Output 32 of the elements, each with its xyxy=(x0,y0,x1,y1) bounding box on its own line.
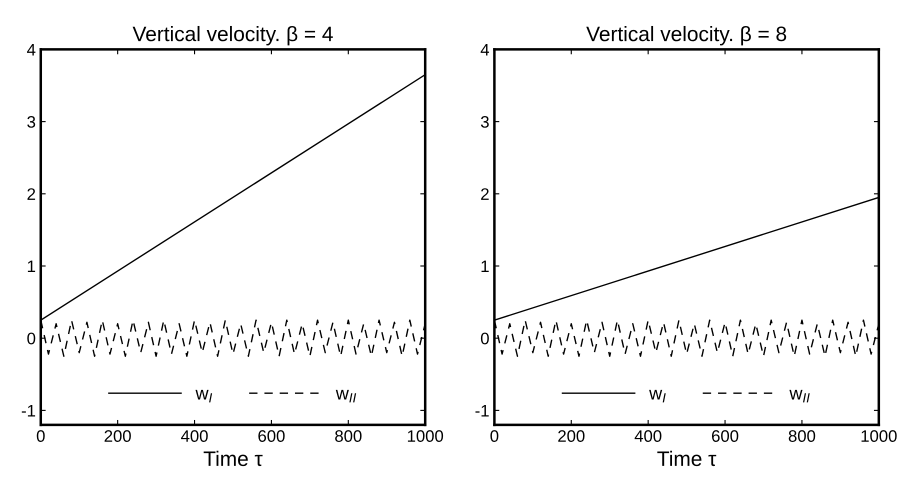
x-axis-title: Time τ xyxy=(204,450,263,466)
chart-title: Vertical velocity. β = 8 xyxy=(586,26,786,46)
x-tick-label: 0 xyxy=(36,430,45,442)
y-tick-label: 0 xyxy=(480,332,489,344)
x-tick-label: 600 xyxy=(258,430,285,442)
y-tick-label: 3 xyxy=(27,116,36,128)
legend-label: w$_{II}$ xyxy=(336,390,356,402)
y-tick-label: 4 xyxy=(27,44,36,56)
y-tick-label: 2 xyxy=(481,188,489,200)
x-tick-label: 800 xyxy=(335,430,362,442)
y-tick-label: 2 xyxy=(27,188,36,200)
x-tick-label: 800 xyxy=(788,430,816,442)
y-tick-label: -1 xyxy=(22,404,36,416)
y-tick-label: 4 xyxy=(480,44,490,56)
x-tick-label: 1000 xyxy=(862,430,897,442)
legend-label: w$_{I}$ xyxy=(649,390,666,402)
x-tick-label: 600 xyxy=(712,430,738,442)
x-tick-label: 1000 xyxy=(408,430,444,442)
x-axis-title: Time τ xyxy=(657,450,716,466)
x-tick-label: 0 xyxy=(490,430,498,442)
y-tick-label: -1 xyxy=(475,404,489,416)
y-tick-label: 0 xyxy=(27,332,36,344)
x-tick-label: 200 xyxy=(558,430,585,442)
chart-title: Vertical velocity. β = 4 xyxy=(132,26,333,46)
x-tick-label: 400 xyxy=(634,430,662,442)
legend-label: w$_{I}$ xyxy=(195,390,212,402)
y-tick-label: 1 xyxy=(482,260,489,272)
x-tick-label: 400 xyxy=(181,430,208,442)
y-tick-label: 3 xyxy=(480,116,489,128)
y-tick-label: 1 xyxy=(28,260,36,272)
x-tick-label: 200 xyxy=(104,430,131,442)
legend-label: w$_{II}$ xyxy=(789,390,810,402)
